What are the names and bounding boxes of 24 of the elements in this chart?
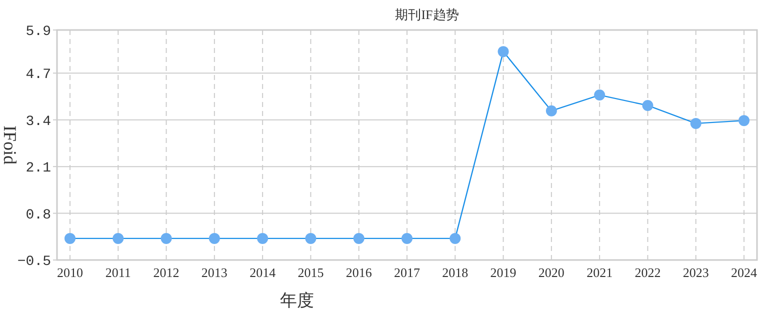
x-tick-label: 2014 (250, 265, 276, 280)
x-tick-label: 2016 (346, 265, 372, 280)
x-tick-label: 2024 (731, 265, 758, 280)
x-tick-label: 2023 (682, 265, 709, 280)
x-tick-label: 2018 (442, 265, 468, 280)
x-tick-label: 2019 (490, 265, 516, 280)
x-tick-label: 2013 (201, 265, 228, 280)
y-tick-label: 0.8 (26, 207, 51, 224)
y-tick-label: 3.4 (26, 114, 51, 130)
x-tick-label: 2020 (538, 265, 564, 280)
y-tick-label: 2.1 (26, 160, 51, 177)
x-tick-label: 2015 (298, 265, 324, 280)
x-tick-label: 2010 (57, 265, 83, 280)
x-tick-label: 2012 (153, 265, 180, 280)
x-tick-label: 2022 (634, 265, 661, 280)
y-axis-title: IFoid (0, 125, 20, 165)
x-axis-title: 年度 (280, 291, 314, 310)
y-tick-label: −0.5 (17, 254, 51, 270)
chart-title: 期刊IF趋势 (395, 7, 459, 22)
y-tick-label: 5.9 (26, 24, 51, 40)
x-tick-label: 2011 (105, 265, 131, 280)
x-tick-label: 2021 (586, 265, 613, 280)
y-tick-label: 4.7 (26, 67, 51, 84)
x-tick-label: 2017 (394, 265, 420, 280)
